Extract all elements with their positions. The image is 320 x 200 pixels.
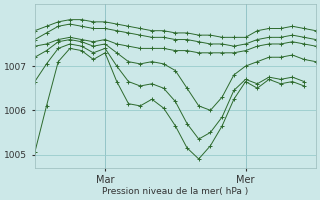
X-axis label: Pression niveau de la mer( hPa ): Pression niveau de la mer( hPa )	[102, 187, 248, 196]
